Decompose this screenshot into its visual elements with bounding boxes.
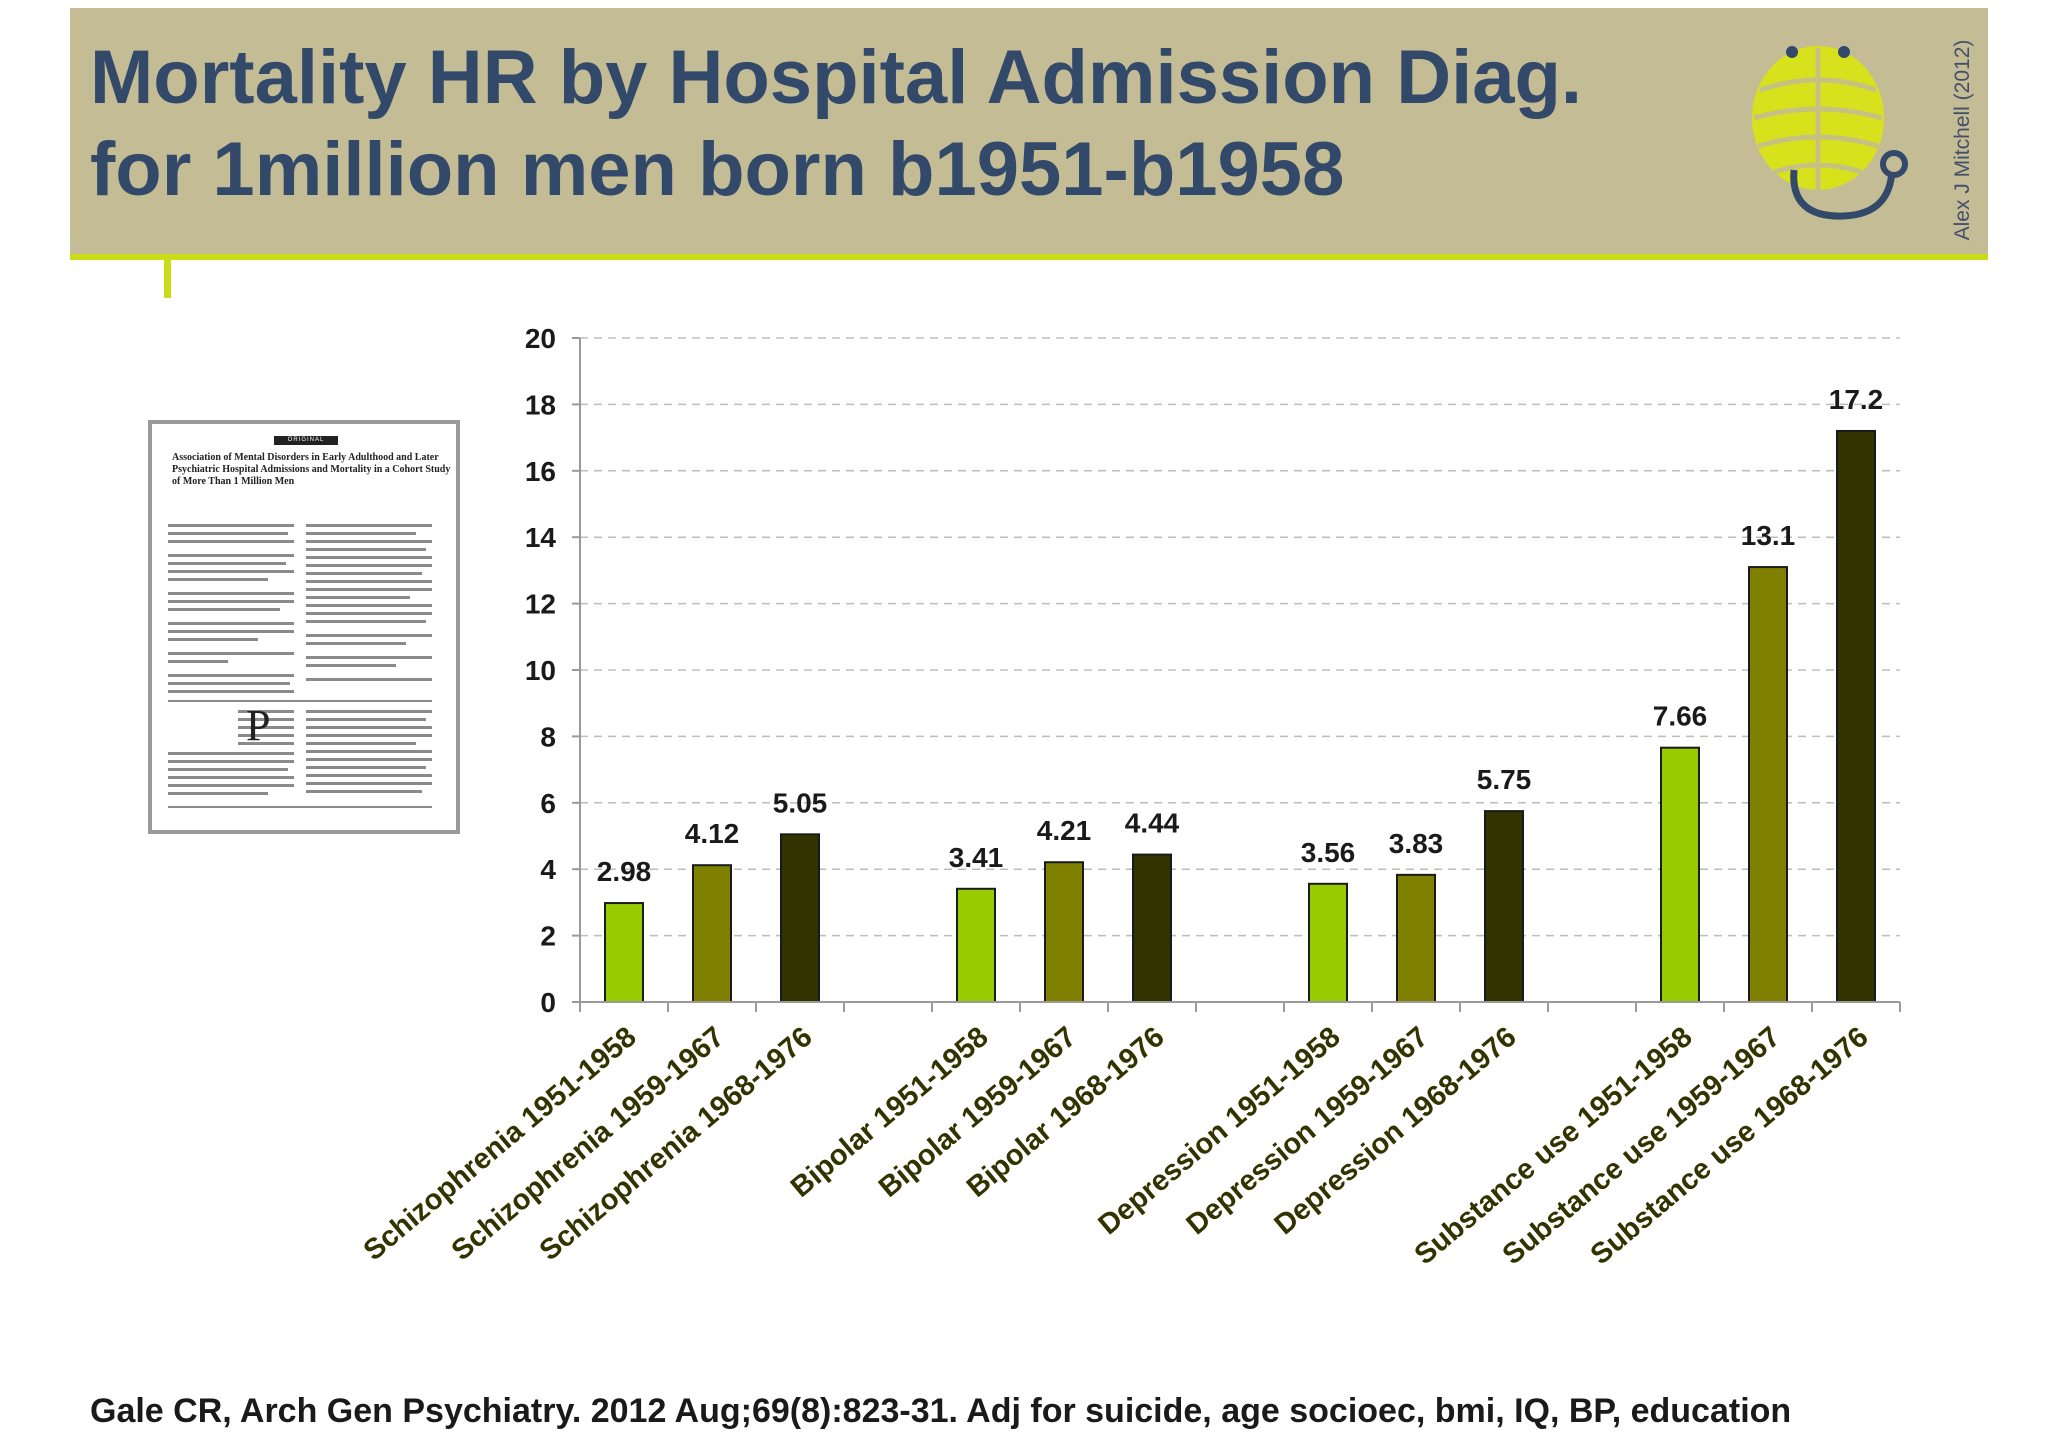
- y-tick-label: 14: [525, 522, 557, 553]
- bar: [956, 887, 996, 1004]
- bar: [1396, 873, 1436, 1003]
- citation-footer: Gale CR, Arch Gen Psychiatry. 2012 Aug;6…: [90, 1392, 1792, 1430]
- bar: [780, 833, 820, 1004]
- y-tick-label: 4: [540, 854, 556, 885]
- bar-value-label: 3.41: [949, 842, 1004, 873]
- header-underline: [70, 254, 1988, 260]
- bar: [1044, 861, 1084, 1004]
- paper-text-lines: [168, 524, 432, 808]
- y-tick-label: 2: [540, 921, 556, 952]
- y-tick-label: 16: [525, 456, 556, 487]
- paper-title: Association of Mental Disorders in Early…: [172, 452, 451, 487]
- bar-value-label: 5.05: [773, 787, 828, 818]
- bar: [604, 902, 644, 1004]
- bar: [1308, 882, 1348, 1003]
- slide-title: Mortality HR by Hospital Admission Diag.…: [90, 32, 1582, 216]
- y-tick-label: 12: [525, 589, 556, 620]
- paper-drop-cap: P: [246, 701, 271, 750]
- y-tick-label: 20: [525, 323, 556, 354]
- y-tick-label: 8: [540, 721, 556, 752]
- bar-value-label: 5.75: [1477, 764, 1532, 795]
- y-tick-label: 18: [525, 389, 556, 420]
- paper-thumbnail: ORIGINAL ARTICLE Association of Mental D…: [148, 420, 460, 834]
- bar: [1660, 746, 1700, 1003]
- bar: [692, 864, 732, 1003]
- bar-value-label: 13.1: [1741, 520, 1796, 551]
- bar: [1132, 853, 1172, 1003]
- bar-value-label: 2.98: [597, 856, 652, 887]
- bar: [1748, 566, 1788, 1004]
- bar-value-label: 3.83: [1389, 828, 1444, 859]
- title-line-2: for 1million men born b1951-b1958: [90, 127, 1345, 212]
- y-tick-label: 10: [525, 655, 556, 686]
- bar-value-label: 4.44: [1125, 808, 1180, 839]
- bar: [1836, 429, 1876, 1003]
- y-tick-label: 6: [540, 788, 556, 819]
- bar-value-label: 17.2: [1829, 384, 1884, 415]
- bar-value-label: 7.66: [1653, 701, 1708, 732]
- header-band: [70, 8, 1988, 258]
- bar-value-label: 4.21: [1037, 815, 1092, 846]
- title-line-1: Mortality HR by Hospital Admission Diag.: [90, 35, 1583, 120]
- bar-value-label: 4.12: [685, 818, 740, 849]
- brain-stethoscope-logo-icon: [1752, 46, 1908, 220]
- paper-tag: ORIGINAL ARTICLE: [274, 436, 338, 452]
- bar-value-label: 3.56: [1301, 837, 1356, 868]
- bar: [1484, 810, 1524, 1003]
- header-tick: [164, 258, 171, 298]
- y-tick-label: 0: [540, 987, 556, 1018]
